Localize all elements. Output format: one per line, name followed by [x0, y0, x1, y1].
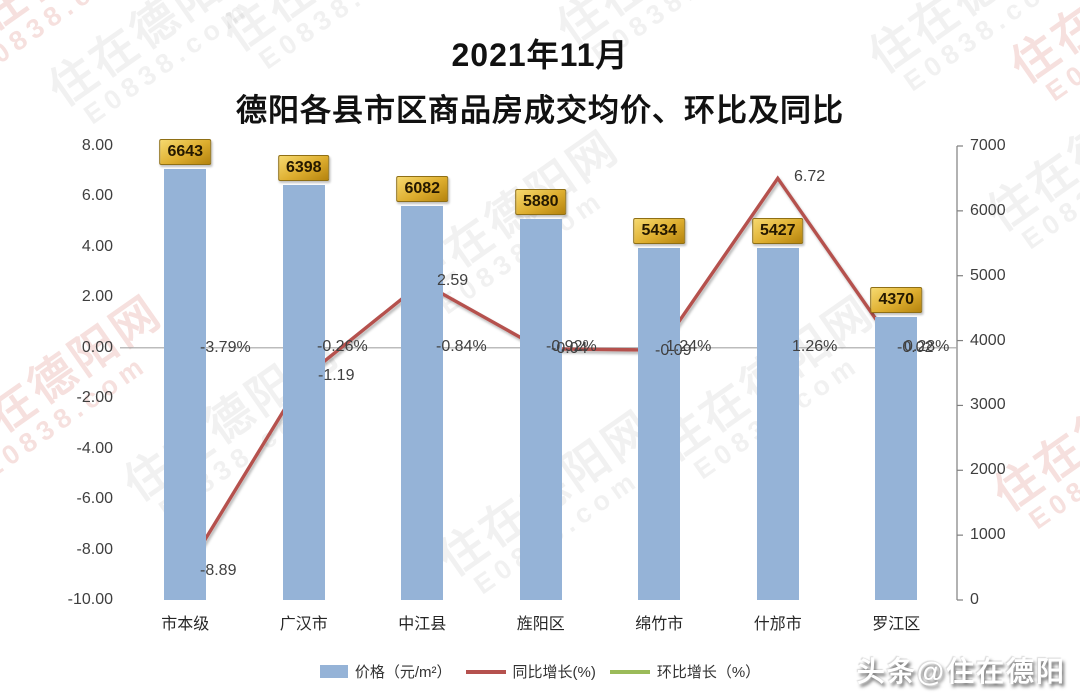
- yoy-point-label: -0.09: [655, 342, 692, 359]
- title-line2: 德阳各县市区商品房成交均价、环比及同比: [236, 93, 844, 128]
- yoy-point-label: -0.02: [897, 339, 934, 356]
- right-axis-tick-label: 2000: [970, 461, 1006, 479]
- legend-item-price: 价格（元/m²）: [319, 661, 452, 682]
- legend-item-yoy: 同比增长(%): [465, 661, 596, 682]
- right-axis-tick-label: 3000: [970, 396, 1006, 414]
- yoy-point-label: -1.19: [318, 367, 355, 384]
- bar-value-badge: 5427: [751, 218, 804, 245]
- right-axis-tick-label: 0: [970, 591, 979, 608]
- mom-point-label: 1.26%: [792, 338, 838, 355]
- price-bar: [401, 205, 444, 600]
- category-label: 什邡市: [753, 616, 802, 633]
- mom-point-label: -0.84%: [436, 338, 487, 355]
- mom-point-label: -3.79%: [200, 339, 251, 356]
- legend: 价格（元/m²） 同比增长(%) 环比增长（%）: [0, 661, 1080, 682]
- price-bar: [282, 185, 325, 600]
- right-axis-tick-label: 1000: [970, 526, 1006, 544]
- left-axis-tick-label: 8.00: [81, 137, 113, 154]
- bar-value-badge: 6398: [277, 155, 330, 182]
- bar-value-badge: 4370: [870, 286, 923, 313]
- category-label: 绵竹市: [635, 616, 684, 633]
- left-axis-tick-label: -6.00: [76, 490, 113, 508]
- bar-value-badge: 6082: [396, 175, 449, 202]
- left-axis-tick-label: 4.00: [81, 237, 113, 255]
- right-axis-tick-label: 4000: [970, 331, 1006, 349]
- legend-label: 环比增长（%）: [656, 664, 761, 681]
- price-bar: [638, 247, 681, 600]
- right-axis-tick-label: 7000: [970, 137, 1006, 154]
- category-label: 中江县: [398, 616, 447, 633]
- category-label: 市本级: [161, 616, 210, 633]
- watermark-credit: 头条@住在德阳: [856, 656, 1066, 687]
- right-axis-tick-label: 6000: [970, 201, 1006, 219]
- yoy-point-label: -8.89: [200, 562, 237, 579]
- yoy-point-label: 2.59: [437, 272, 469, 289]
- bar-value-badge: 5434: [633, 217, 686, 244]
- mom-point-label: 0.28%: [904, 338, 950, 355]
- left-axis-tick-label: -4.00: [76, 439, 113, 457]
- legend-label: 同比增长(%): [512, 664, 596, 681]
- category-label: 广汉市: [279, 616, 328, 633]
- mom-point-label: -0.26%: [317, 338, 368, 355]
- bar-value-badge: 6643: [159, 139, 212, 166]
- left-axis-tick-label: -2.00: [76, 389, 113, 407]
- bar-value-badge: 5880: [514, 188, 567, 215]
- left-axis-tick-label: 0.00: [81, 338, 113, 356]
- left-axis-tick-label: 2.00: [81, 288, 113, 306]
- mom-point-label: 1.24%: [666, 338, 712, 355]
- legend-label: 价格（元/m²）: [354, 664, 452, 681]
- price-bar: [875, 316, 918, 600]
- yoy-point-label: -0.04: [551, 340, 588, 357]
- price-bar: [756, 248, 799, 600]
- price-bar: [164, 169, 207, 600]
- legend-item-mom: 环比增长（%）: [609, 661, 761, 682]
- title-line1: 2021年11月: [451, 37, 629, 73]
- chart-title: 2021年11月 德阳各县市区商品房成交均价、环比及同比: [0, 30, 1080, 130]
- price-bar: [519, 218, 562, 600]
- bar-swatch-icon: [319, 665, 348, 678]
- line-swatch-icon: [465, 669, 506, 674]
- category-label: 旌阳区: [516, 616, 565, 633]
- category-label: 罗江区: [872, 616, 921, 633]
- left-axis-tick-label: -10.00: [67, 591, 113, 608]
- left-axis-tick-label: 6.00: [81, 187, 113, 205]
- left-axis-tick-label: -8.00: [76, 540, 113, 558]
- right-axis-tick-label: 5000: [970, 266, 1006, 284]
- mom-point-label: -0.92%: [546, 338, 597, 355]
- line-swatch-icon: [609, 669, 650, 674]
- yoy-point-label: 6.72: [794, 168, 826, 185]
